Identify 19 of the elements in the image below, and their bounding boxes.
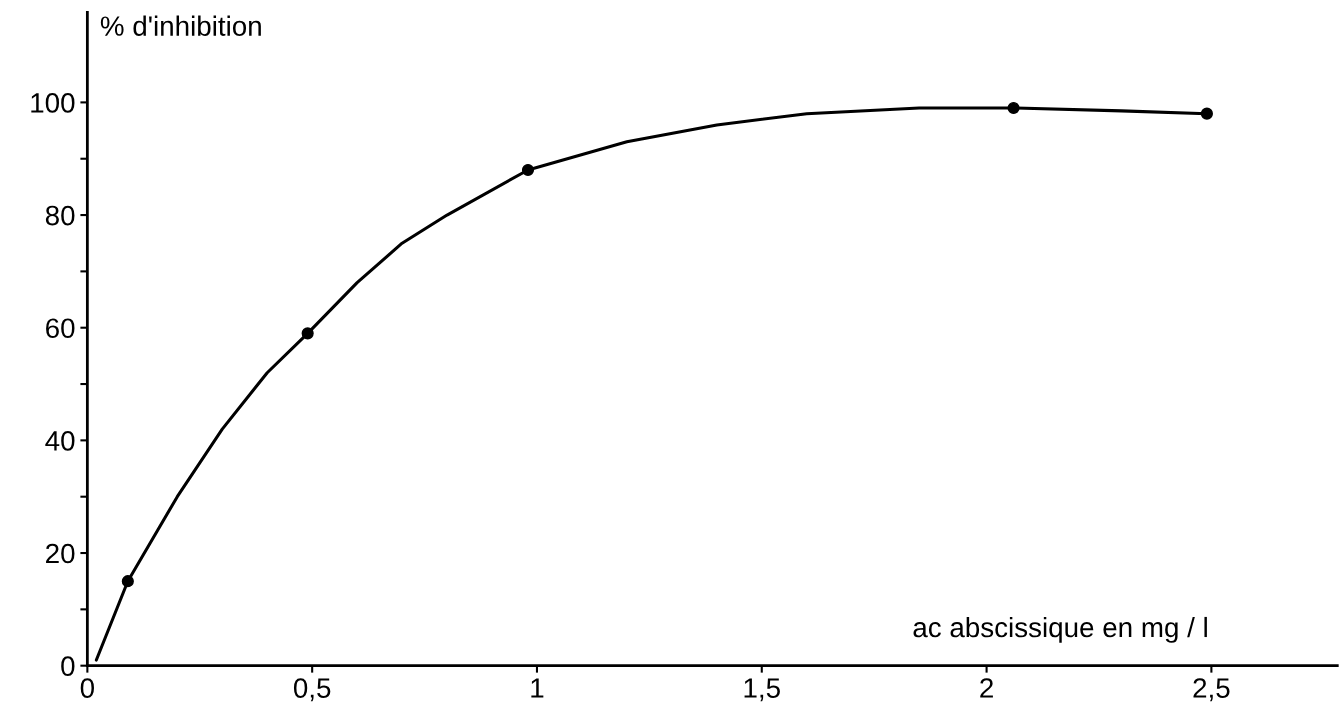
x-tick-label: 2,5 [1193,678,1230,702]
point [521,163,535,177]
point [121,575,134,588]
point [301,327,314,340]
y-tick-label: 60 [46,318,75,339]
point [1200,107,1213,120]
x-axis-title: ac abscissique en mg / l [913,616,1207,643]
y-tick-label: 40 [45,431,75,451]
y-axis-title: % d'inhibition [100,15,261,36]
y-tick-label: 100 [31,93,75,113]
y-tick-label: 0 [61,656,75,677]
point [1007,101,1020,115]
y-tick-label: 80 [45,205,75,226]
x-tick-label: 0,5 [293,678,331,702]
x-tick-label: 1,5 [744,678,780,702]
x-tick-label: 1 [531,678,544,698]
y-tick-label: 20 [46,543,75,564]
x-tick-label: 2 [980,678,993,698]
x-tick-label: 0 [80,678,94,698]
